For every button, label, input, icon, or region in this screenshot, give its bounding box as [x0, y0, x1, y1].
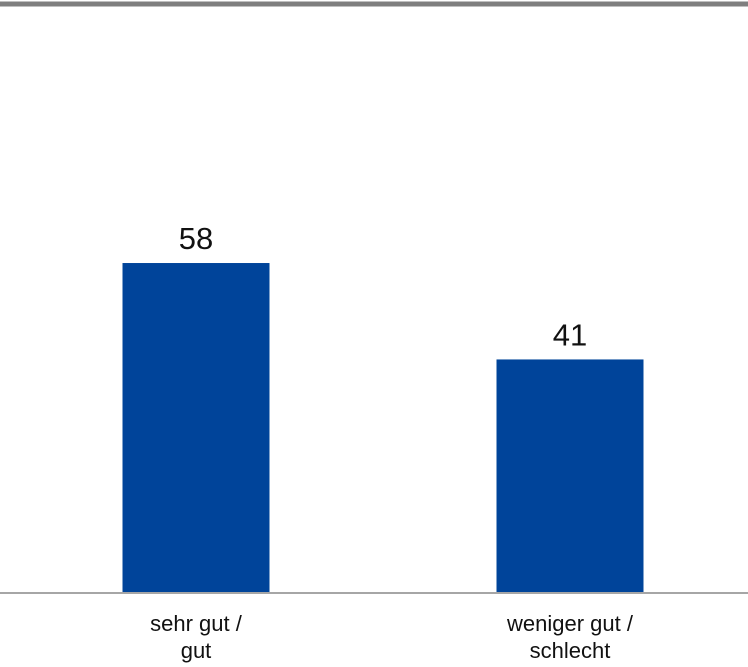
bar-1 — [496, 359, 644, 592]
bar-0 — [122, 263, 270, 592]
category-label-1-line-0: weniger gut / — [506, 611, 634, 636]
bar-value-label-1: 41 — [553, 317, 587, 352]
labels-group: 58 sehr gut /gut 41 weniger gut /schlecht — [150, 221, 634, 663]
category-label-1-line-1: schlecht — [530, 638, 611, 663]
bar-value-label-0: 58 — [179, 221, 213, 256]
category-label-0-line-1: gut — [181, 638, 212, 663]
bars-group — [122, 263, 644, 592]
category-label-0-line-0: sehr gut / — [150, 611, 243, 636]
